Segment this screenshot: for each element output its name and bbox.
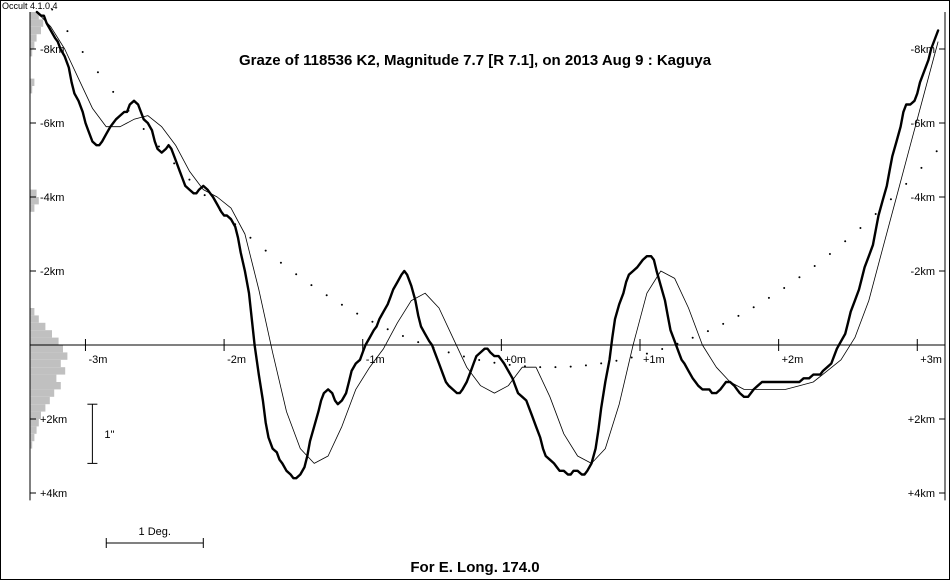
svg-text:-3m: -3m xyxy=(88,354,107,366)
svg-text:-6km: -6km xyxy=(911,118,935,130)
svg-text:-2km: -2km xyxy=(40,266,64,278)
svg-text:-2km: -2km xyxy=(911,266,935,278)
graze-profile-chart: Occult 4.1.0.4 Graze of 118536 K2, Magni… xyxy=(0,0,950,580)
svg-text:1": 1" xyxy=(104,429,114,441)
svg-text:+4km: +4km xyxy=(40,488,67,500)
svg-text:-4km: -4km xyxy=(40,192,64,204)
svg-text:+0m: +0m xyxy=(504,354,526,366)
svg-text:-2m: -2m xyxy=(227,354,246,366)
svg-text:+4km: +4km xyxy=(908,488,935,500)
chart-canvas: -8km-6km-4km-2km+2km+4km-8km-6km-4km-2km… xyxy=(0,0,950,580)
svg-text:+2km: +2km xyxy=(908,414,935,426)
svg-text:+3m: +3m xyxy=(920,354,942,366)
svg-text:1 Deg.: 1 Deg. xyxy=(139,526,171,538)
svg-text:+1m: +1m xyxy=(643,354,665,366)
svg-text:+2m: +2m xyxy=(782,354,804,366)
chart-footer: For E. Long. 174.0 xyxy=(0,559,950,576)
svg-text:+2km: +2km xyxy=(40,414,67,426)
svg-text:-6km: -6km xyxy=(40,118,64,130)
svg-text:-4km: -4km xyxy=(911,192,935,204)
